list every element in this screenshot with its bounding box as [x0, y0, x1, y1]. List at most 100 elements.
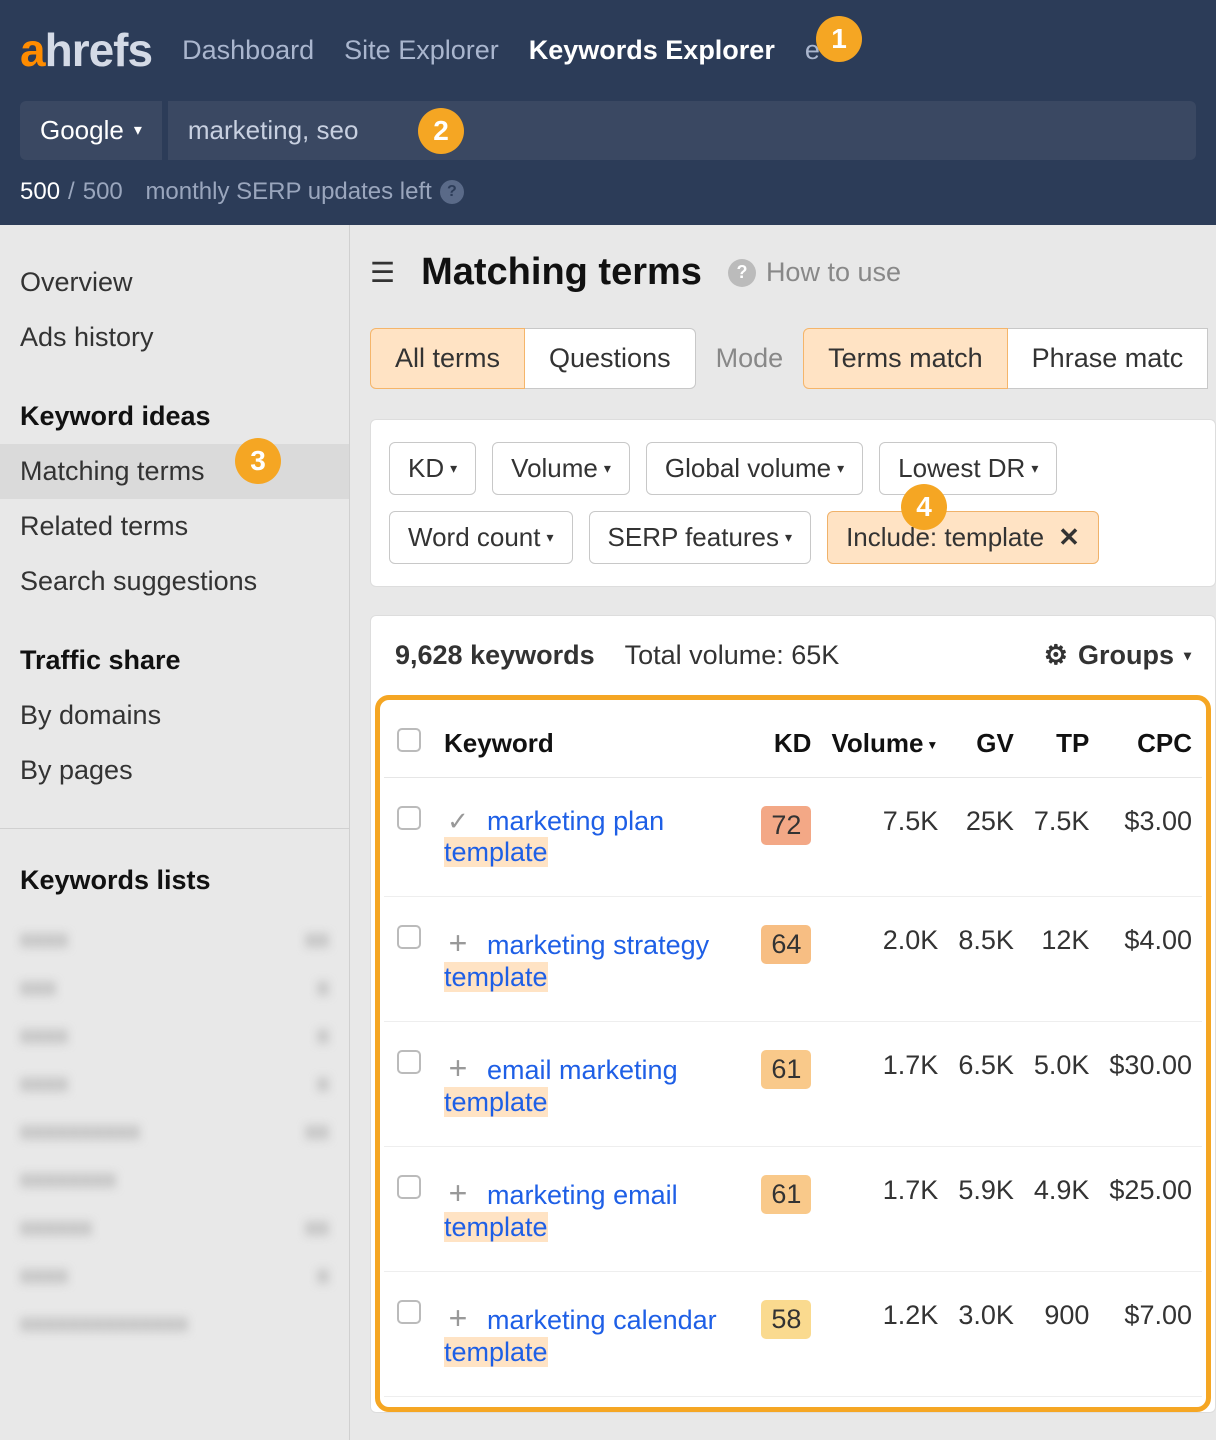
- keyword-link[interactable]: email marketing template: [444, 1055, 678, 1117]
- col-gv[interactable]: GV: [948, 710, 1024, 778]
- add-icon[interactable]: +: [444, 925, 472, 962]
- select-all-checkbox[interactable]: [397, 728, 421, 752]
- tab-all-terms[interactable]: All terms: [370, 328, 525, 389]
- step-badge-2: 2: [418, 108, 464, 154]
- cell-volume: 1.7K: [821, 1147, 948, 1272]
- cell-cpc: $7.00: [1099, 1272, 1202, 1397]
- sidebar-head-keywords-lists: Keywords lists: [0, 829, 349, 908]
- keyword-link[interactable]: marketing plan template: [444, 806, 664, 867]
- filter-volume[interactable]: Volume▾: [492, 442, 630, 495]
- cell-tp: 5.0K: [1024, 1022, 1100, 1147]
- cell-gv: 8.5K: [948, 897, 1024, 1022]
- filter-global-volume[interactable]: Global volume▾: [646, 442, 863, 495]
- col-tp[interactable]: TP: [1024, 710, 1100, 778]
- chevron-down-icon: ▾: [134, 120, 142, 140]
- help-icon[interactable]: ?: [440, 180, 464, 204]
- cell-tp: 7.5K: [1024, 778, 1100, 897]
- col-kd[interactable]: KD: [751, 710, 821, 778]
- cell-volume: 7.5K: [821, 778, 948, 897]
- row-checkbox[interactable]: [397, 806, 421, 830]
- total-volume: Total volume: 65K: [625, 640, 840, 671]
- tab-phrase-match[interactable]: Phrase matc: [1008, 328, 1209, 389]
- keyword-link[interactable]: marketing strategy template: [444, 930, 709, 992]
- nav-keywords-explorer[interactable]: Keywords Explorer: [529, 35, 775, 66]
- search-engine-select[interactable]: Google▾: [20, 101, 162, 160]
- blurred-keyword-lists: xxxxxx xxxx xxxxx xxxxx xxxxxxxxxxxx xxx…: [0, 908, 349, 1356]
- cell-tp: 900: [1024, 1272, 1100, 1397]
- cell-volume: 1.7K: [821, 1022, 948, 1147]
- logo[interactable]: ahrefs: [20, 23, 152, 77]
- kd-badge: 72: [761, 806, 811, 845]
- step-badge-3: 3: [235, 438, 281, 484]
- results-table-highlight: Keyword KD Volume▼ GV TP CPC ✓ marketing…: [375, 695, 1211, 1412]
- step-badge-4: 4: [901, 484, 947, 530]
- filter-kd[interactable]: KD▾: [389, 442, 476, 495]
- keyword-link[interactable]: marketing calendar template: [444, 1305, 717, 1367]
- sidebar-head-keyword-ideas: Keyword ideas: [0, 365, 349, 444]
- add-icon[interactable]: +: [444, 1050, 472, 1087]
- cell-cpc: $3.00: [1099, 778, 1202, 897]
- mode-label: Mode: [716, 343, 784, 374]
- add-icon[interactable]: +: [444, 1300, 472, 1337]
- nav-site-explorer[interactable]: Site Explorer: [344, 35, 499, 66]
- table-row: + email marketing template611.7K6.5K5.0K…: [384, 1022, 1202, 1147]
- keyword-count: 9,628 keywords: [395, 640, 595, 671]
- col-cpc[interactable]: CPC: [1099, 710, 1202, 778]
- filter-include-template[interactable]: Include: template✕: [827, 511, 1099, 564]
- sort-desc-icon: ▼: [926, 738, 938, 752]
- add-icon[interactable]: +: [444, 1175, 472, 1212]
- sidebar-head-traffic-share: Traffic share: [0, 609, 349, 688]
- keyword-link[interactable]: marketing email template: [444, 1180, 678, 1242]
- sidebar-by-domains[interactable]: By domains: [0, 688, 349, 743]
- col-volume[interactable]: Volume▼: [821, 710, 948, 778]
- chevron-down-icon: ▾: [546, 529, 553, 546]
- sidebar-matching-terms[interactable]: Matching terms: [0, 444, 349, 499]
- step-badge-1: 1: [816, 16, 862, 62]
- sliders-icon: ⚙: [1044, 640, 1068, 671]
- sidebar-related-terms[interactable]: Related terms: [0, 499, 349, 554]
- page-title: Matching terms: [421, 251, 702, 294]
- sidebar-ads-history[interactable]: Ads history: [0, 310, 349, 365]
- kd-badge: 64: [761, 925, 811, 964]
- nav-dashboard[interactable]: Dashboard: [182, 35, 314, 66]
- row-checkbox[interactable]: [397, 1050, 421, 1074]
- tab-questions[interactable]: Questions: [525, 328, 696, 389]
- keywords-input[interactable]: [168, 101, 1196, 160]
- table-row: ✓ marketing plan template727.5K25K7.5K$3…: [384, 778, 1202, 897]
- logo-a: a: [20, 24, 45, 76]
- hamburger-icon[interactable]: ☰: [370, 256, 395, 289]
- cell-cpc: $25.00: [1099, 1147, 1202, 1272]
- tab-terms-match[interactable]: Terms match: [803, 328, 1008, 389]
- sidebar-search-suggestions[interactable]: Search suggestions: [0, 554, 349, 609]
- row-checkbox[interactable]: [397, 1300, 421, 1324]
- cell-gv: 5.9K: [948, 1147, 1024, 1272]
- col-keyword[interactable]: Keyword: [434, 710, 751, 778]
- filter-lowest-dr[interactable]: Lowest DR▾: [879, 442, 1057, 495]
- keywords-table: Keyword KD Volume▼ GV TP CPC ✓ marketing…: [384, 710, 1202, 1397]
- kd-badge: 61: [761, 1175, 811, 1214]
- filters-panel: KD▾ Volume▾ Global volume▾ Lowest DR▾ Wo…: [370, 419, 1216, 587]
- sidebar-by-pages[interactable]: By pages: [0, 743, 349, 798]
- filter-word-count[interactable]: Word count▾: [389, 511, 573, 564]
- kd-badge: 58: [761, 1300, 811, 1339]
- cell-tp: 12K: [1024, 897, 1100, 1022]
- cell-volume: 1.2K: [821, 1272, 948, 1397]
- table-row: + marketing strategy template 64 2.0K8.5K1…: [384, 897, 1202, 1022]
- serp-quota: 500 / 500 monthly SERP updates left ?: [0, 160, 1216, 224]
- row-checkbox[interactable]: [397, 925, 421, 949]
- groups-toggle[interactable]: ⚙ Groups ▾: [1044, 640, 1191, 671]
- chevron-down-icon: ▾: [837, 460, 844, 477]
- chevron-down-icon: ▾: [604, 460, 611, 477]
- filter-serp-features[interactable]: SERP features▾: [589, 511, 812, 564]
- cell-volume: 2.0K: [821, 897, 948, 1022]
- cell-cpc: $30.00: [1099, 1022, 1202, 1147]
- close-icon[interactable]: ✕: [1058, 522, 1080, 553]
- table-row: + marketing calendar template581.2K3.0K9…: [384, 1272, 1202, 1397]
- sidebar-overview[interactable]: Overview: [0, 255, 349, 310]
- table-row: + marketing email template611.7K5.9K4.9K…: [384, 1147, 1202, 1272]
- cell-gv: 25K: [948, 778, 1024, 897]
- row-checkbox[interactable]: [397, 1175, 421, 1199]
- cell-gv: 6.5K: [948, 1022, 1024, 1147]
- chevron-down-icon: ▾: [450, 460, 457, 477]
- how-to-use-link[interactable]: ? How to use: [728, 257, 901, 288]
